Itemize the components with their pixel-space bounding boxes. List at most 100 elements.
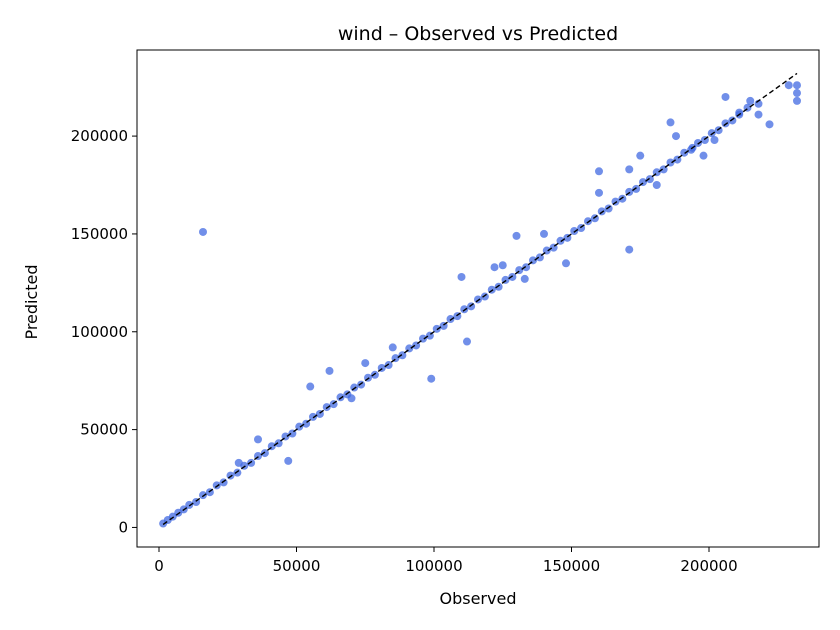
data-point	[446, 315, 455, 324]
x-tick-label: 200000	[680, 557, 737, 575]
y-axis-label: Predicted	[22, 264, 41, 339]
data-point	[490, 263, 499, 272]
data-point	[212, 481, 221, 490]
data-point	[604, 204, 613, 213]
data-point	[260, 449, 269, 458]
data-point	[746, 96, 755, 105]
data-point	[611, 197, 620, 206]
data-point	[754, 110, 763, 119]
data-point	[590, 214, 599, 223]
data-point	[595, 188, 603, 197]
x-axis-label: Observed	[440, 589, 517, 608]
data-point	[694, 138, 702, 147]
data-point	[487, 285, 496, 294]
data-point	[199, 491, 207, 500]
y-tick-label: 0	[118, 518, 128, 536]
x-axis: 0 50000 100000 150000 200000	[154, 547, 738, 575]
data-point	[325, 366, 334, 375]
data-point	[636, 151, 645, 160]
data-point	[226, 471, 235, 480]
data-point	[645, 175, 654, 184]
data-point	[562, 259, 570, 268]
x-tick-label: 50000	[273, 557, 321, 575]
data-point	[570, 226, 579, 235]
data-point	[618, 194, 627, 203]
data-point	[467, 302, 476, 311]
data-point	[384, 361, 393, 370]
chart-title: wind – Observed vs Predicted	[338, 23, 618, 45]
data-point	[522, 263, 531, 272]
data-point	[721, 92, 730, 101]
reference-line-group	[162, 72, 798, 526]
data-point	[765, 120, 774, 129]
data-point	[784, 81, 793, 90]
data-point	[234, 458, 243, 467]
data-point	[666, 118, 675, 127]
data-point	[432, 324, 441, 333]
data-point	[672, 132, 680, 141]
data-point	[427, 374, 436, 383]
data-point	[185, 500, 194, 509]
data-point	[728, 116, 737, 125]
data-point	[398, 351, 407, 360]
data-point	[680, 148, 689, 157]
data-point	[710, 136, 719, 145]
data-point	[625, 245, 634, 254]
y-axis: 0 50000 100000 150000 200000	[71, 127, 137, 536]
data-point	[370, 370, 379, 379]
data-point	[233, 468, 242, 477]
data-point	[322, 403, 331, 412]
data-point	[632, 184, 641, 193]
data-point	[254, 435, 262, 444]
data-point	[388, 343, 397, 352]
data-point	[361, 359, 370, 368]
data-point	[597, 207, 606, 216]
data-point	[347, 394, 356, 403]
data-point	[247, 458, 256, 467]
data-point	[652, 181, 661, 190]
data-point	[494, 282, 503, 291]
data-point	[707, 129, 716, 138]
data-point	[199, 227, 207, 236]
data-point	[793, 89, 801, 98]
data-point	[595, 167, 603, 176]
data-point	[474, 295, 482, 304]
data-point	[350, 383, 359, 392]
data-point	[735, 108, 744, 117]
data-point	[556, 236, 565, 245]
y-tick-label: 200000	[71, 127, 128, 145]
y-tick-label: 100000	[71, 323, 128, 341]
data-point	[309, 412, 317, 421]
data-point	[480, 292, 489, 301]
data-point	[793, 96, 801, 105]
data-point	[512, 231, 521, 240]
data-point	[357, 380, 366, 389]
data-point	[508, 272, 517, 281]
data-point	[274, 439, 283, 448]
data-point	[460, 305, 469, 314]
x-tick-label: 0	[154, 557, 164, 575]
x-tick-label: 150000	[543, 557, 600, 575]
data-point	[219, 478, 228, 487]
data-point	[498, 261, 507, 270]
data-point	[584, 217, 592, 226]
data-point	[699, 151, 708, 160]
data-point	[457, 272, 466, 281]
y-tick-label: 150000	[71, 225, 128, 243]
data-point	[721, 119, 730, 128]
data-point	[625, 165, 634, 174]
data-point	[336, 393, 345, 402]
data-point	[714, 126, 723, 135]
data-point	[520, 274, 529, 283]
data-point	[540, 229, 548, 238]
plot-frame	[136, 49, 820, 548]
data-point	[284, 456, 293, 465]
y-tick-label: 50000	[80, 421, 128, 439]
data-point	[463, 337, 471, 346]
x-tick-label: 100000	[405, 557, 462, 575]
reference-line	[162, 72, 798, 526]
data-point	[306, 382, 315, 391]
data-point	[793, 81, 801, 90]
